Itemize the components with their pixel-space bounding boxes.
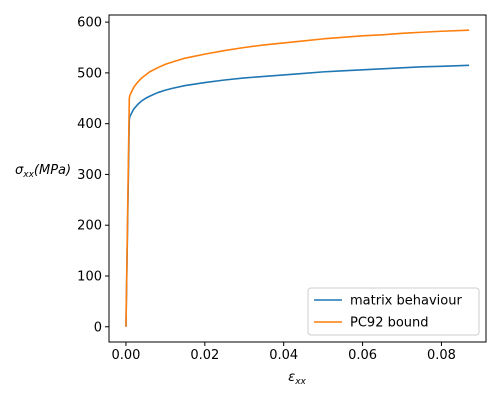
y-tick-label: 0: [94, 320, 102, 335]
legend: matrix behaviour PC92 bound: [307, 287, 480, 336]
series-layer: [125, 29, 470, 327]
y-axis-ticks: 0 100 200 300 400 500 600: [77, 16, 109, 335]
x-axis-ticks: 0.00 0.02 0.04 0.06 0.08: [111, 342, 456, 363]
y-tick-label: 500: [77, 66, 102, 81]
y-tick-label: 600: [77, 16, 102, 31]
y-axis-label: σxx(MPa): [15, 163, 71, 180]
x-tick-label: 0.04: [269, 348, 298, 363]
legend-label-0: matrix behaviour: [350, 294, 462, 309]
x-tick-label: 0.00: [111, 348, 140, 363]
y-tick-label: 400: [77, 117, 102, 132]
y-tick-label: 100: [77, 269, 102, 284]
x-tick-label: 0.08: [427, 348, 456, 363]
legend-box: [307, 287, 480, 336]
legend-label-1: PC92 bound: [350, 316, 429, 331]
series-line-1: [125, 29, 470, 327]
x-tick-label: 0.02: [190, 348, 219, 363]
x-axis-label: εxx: [288, 370, 306, 387]
y-tick-label: 200: [77, 219, 102, 234]
x-tick-label: 0.06: [348, 348, 377, 363]
y-tick-label: 300: [77, 168, 102, 183]
